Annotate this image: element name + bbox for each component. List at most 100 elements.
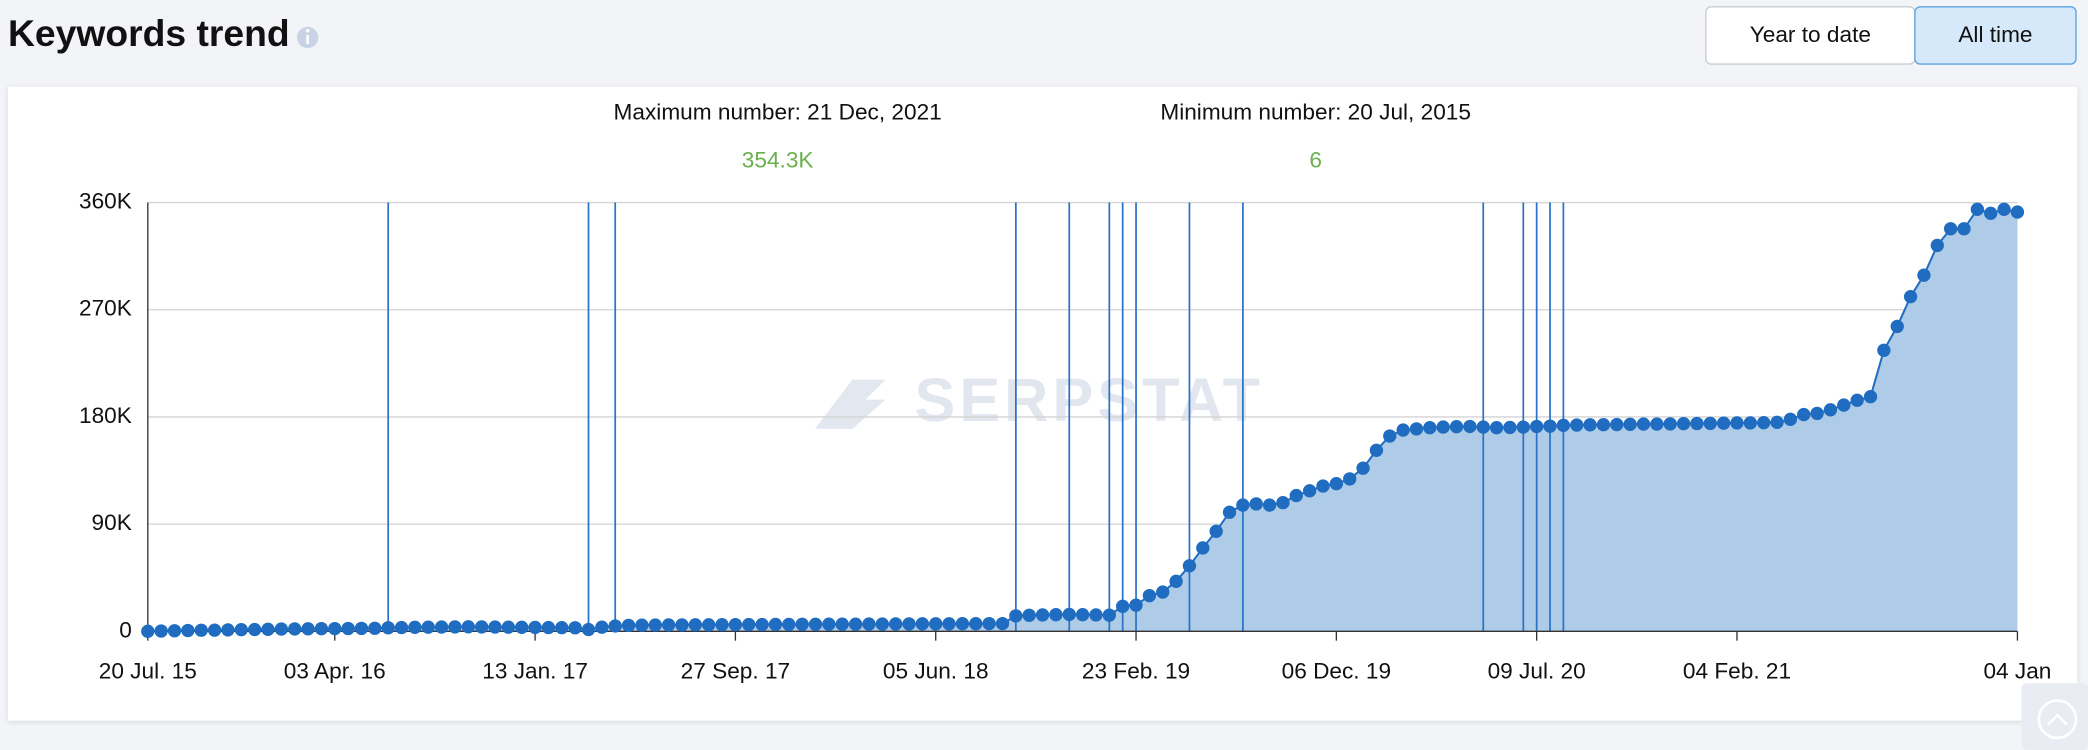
range-button[interactable] <box>1914 6 2077 65</box>
point <box>1530 419 1544 434</box>
point <box>1289 488 1303 503</box>
point <box>715 618 729 632</box>
point <box>835 617 849 631</box>
watermark: SERPSTAT <box>814 366 1264 434</box>
point <box>742 617 756 632</box>
point <box>1943 222 1958 236</box>
min-value: 6 <box>1309 147 1322 172</box>
y-tick-label: 180K <box>79 403 132 428</box>
point <box>154 624 168 638</box>
point <box>1757 416 1771 430</box>
point <box>1810 406 1824 421</box>
point <box>394 620 409 635</box>
point <box>515 620 529 634</box>
point <box>408 620 422 634</box>
point <box>728 618 743 632</box>
point <box>1917 268 1931 282</box>
range-button-label[interactable]: Year to date <box>1750 22 1871 47</box>
point <box>301 622 315 636</box>
point <box>368 621 382 635</box>
point <box>2010 205 2025 219</box>
x-tick-label: 04 Feb. 21 <box>1683 659 1791 684</box>
watermark-text: SERPSTAT <box>914 366 1264 434</box>
point <box>1196 541 1210 555</box>
point <box>1877 343 1891 357</box>
scroll-top-button[interactable] <box>2021 683 2088 750</box>
point <box>1276 496 1290 510</box>
range-button-label[interactable]: All time <box>1958 22 2032 47</box>
y-tick-label: 0 <box>119 617 132 642</box>
point <box>1823 403 1838 417</box>
point <box>1209 524 1223 538</box>
y-tick-label: 360K <box>79 189 132 214</box>
point <box>1690 416 1704 431</box>
y-tick-label: 90K <box>92 510 132 535</box>
point <box>1863 390 1878 404</box>
point <box>1716 416 1731 430</box>
point <box>1356 461 1370 475</box>
point <box>247 622 262 637</box>
point <box>341 621 355 636</box>
point <box>862 617 876 631</box>
point <box>1129 598 1143 612</box>
point <box>354 621 369 636</box>
point <box>1770 415 1784 429</box>
point <box>288 622 302 636</box>
point <box>1075 608 1090 622</box>
point <box>261 622 275 636</box>
range-buttons: Year to date All time <box>1705 6 2077 65</box>
point <box>595 620 609 634</box>
point <box>141 624 155 638</box>
max-label: Maximum number: 21 Dec, 2021 <box>614 99 942 124</box>
point <box>1516 420 1530 434</box>
point <box>1676 416 1691 431</box>
point <box>1262 498 1277 512</box>
point <box>822 617 836 631</box>
point <box>274 622 289 636</box>
point <box>1650 417 1664 431</box>
point <box>1543 419 1557 433</box>
point <box>929 617 943 631</box>
x-tick-label: 06 Dec. 19 <box>1282 659 1391 684</box>
title: Keywords trend <box>8 12 290 54</box>
point <box>434 620 449 634</box>
point <box>848 617 863 631</box>
point <box>1476 420 1490 434</box>
point <box>1663 417 1677 431</box>
x-tick-label: 20 Jul. 15 <box>99 659 197 684</box>
point <box>969 617 983 631</box>
point <box>501 620 516 634</box>
point <box>528 620 542 635</box>
point <box>1503 420 1517 435</box>
point <box>875 617 889 631</box>
point <box>1997 202 2011 217</box>
point <box>1636 417 1651 431</box>
info-icon[interactable] <box>296 26 319 49</box>
point <box>568 621 582 635</box>
point <box>1463 419 1477 434</box>
point <box>955 617 970 631</box>
point <box>1142 588 1157 603</box>
point <box>1623 417 1637 431</box>
point <box>1436 420 1450 434</box>
point <box>1316 479 1330 493</box>
point <box>1957 222 1971 236</box>
point <box>194 623 208 637</box>
point <box>1035 608 1050 622</box>
y-tick-label: 270K <box>79 296 132 321</box>
point <box>768 617 783 632</box>
point <box>328 621 342 636</box>
point <box>782 617 796 632</box>
point <box>1610 417 1624 432</box>
point <box>541 620 556 635</box>
point <box>1743 416 1757 430</box>
point <box>555 620 569 635</box>
point <box>1409 422 1424 436</box>
point <box>702 618 716 632</box>
x-tick-label: 04 Jan <box>1983 659 2051 684</box>
point <box>1984 206 1998 220</box>
point <box>207 623 222 637</box>
point <box>488 620 502 634</box>
point <box>1489 421 1504 435</box>
